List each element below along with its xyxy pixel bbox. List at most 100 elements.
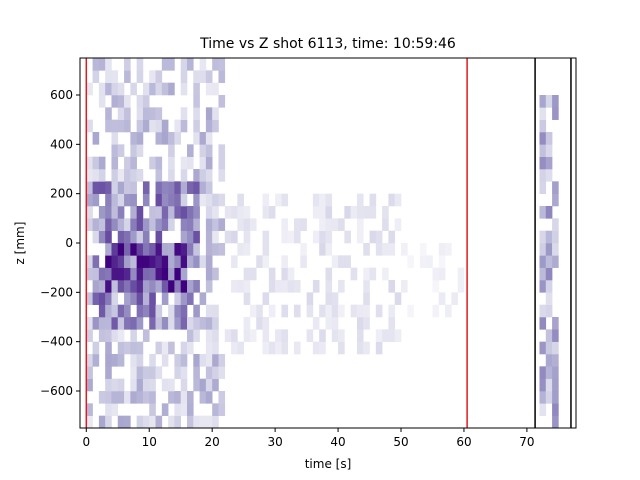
x-tick-label: 0: [82, 435, 90, 449]
heatmap-cell: [243, 206, 251, 219]
heatmap-cell: [130, 169, 137, 182]
heatmap-cell: [212, 341, 219, 355]
heatmap-cell: [174, 119, 182, 133]
heatmap-cell: [142, 95, 150, 108]
heatmap-cell: [205, 218, 213, 231]
heatmap-cell: [212, 415, 219, 429]
heatmap-cell: [98, 230, 106, 244]
heatmap-cell: [249, 329, 257, 342]
heatmap-cell: [199, 70, 207, 83]
heatmap-cell: [130, 230, 137, 244]
heatmap-cell: [161, 206, 169, 219]
heatmap-cell: [111, 95, 119, 108]
heatmap-cell: [545, 267, 553, 281]
heatmap-cell: [451, 292, 458, 305]
heatmap-cell: [155, 230, 163, 244]
heatmap-cell: [117, 378, 125, 392]
y-tick-label: 200: [50, 187, 73, 201]
heatmap-cell: [237, 243, 244, 256]
heatmap-cell: [86, 255, 93, 268]
x-tick-label: 40: [330, 435, 345, 449]
heatmap-cell: [180, 304, 188, 318]
heatmap-cell: [205, 243, 213, 256]
heatmap-cell: [312, 317, 320, 330]
heatmap-cell: [382, 243, 389, 256]
heatmap-cell: [149, 243, 156, 256]
heatmap-cell: [92, 132, 100, 145]
heatmap-cell: [111, 70, 119, 83]
heatmap-cell: [174, 255, 182, 268]
heatmap-cell: [205, 354, 213, 367]
heatmap-cell: [136, 378, 144, 392]
heatmap-cell: [294, 218, 301, 231]
heatmap-cell: [199, 181, 207, 194]
heatmap-cell: [552, 181, 559, 194]
heatmap-cell: [281, 329, 289, 342]
heatmap-cell: [438, 243, 446, 256]
heatmap-cell: [187, 255, 194, 268]
heatmap-cell: [117, 341, 125, 355]
heatmap-cell: [105, 304, 112, 318]
heatmap-cell: [174, 366, 182, 379]
heatmap-cell: [98, 317, 106, 330]
heatmap-cell: [124, 169, 131, 182]
heatmap-cell: [231, 280, 238, 293]
heatmap-cell: [212, 329, 219, 342]
heatmap-cell: [306, 304, 314, 318]
heatmap-cell: [105, 82, 112, 96]
heatmap-cell: [331, 292, 339, 305]
heatmap-cell: [205, 119, 213, 133]
heatmap-cell: [130, 243, 137, 256]
heatmap-cell: [86, 329, 93, 342]
heatmap-cell: [149, 206, 156, 219]
heatmap-cell: [363, 206, 370, 219]
heatmap-cell: [193, 366, 200, 379]
heatmap-cell: [149, 82, 156, 96]
heatmap-cell: [105, 193, 112, 207]
heatmap-cell: [187, 156, 194, 170]
heatmap-cell: [155, 415, 163, 429]
heatmap-cell: [199, 415, 207, 429]
heatmap-cell: [545, 391, 553, 404]
heatmap-cell: [92, 58, 100, 71]
heatmap-cell: [388, 280, 396, 293]
heatmap-cell: [193, 119, 200, 133]
heatmap-cell: [174, 403, 182, 416]
heatmap-cell: [117, 255, 125, 268]
x-axis-ticks: 0 10 20 30 40 50 60 70: [82, 428, 535, 449]
heatmap-cell: [212, 304, 219, 318]
heatmap-cell: [130, 366, 137, 379]
heatmap-cell: [161, 119, 169, 133]
heatmap-cell: [124, 280, 131, 293]
heatmap-cell: [174, 206, 182, 219]
heatmap-cell: [149, 403, 156, 416]
y-tick-label: 400: [50, 137, 73, 151]
heatmap-cell: [124, 107, 131, 120]
heatmap-cell: [205, 181, 213, 194]
heatmap-cell: [300, 255, 307, 268]
heatmap-cell: [199, 255, 207, 268]
heatmap-cell: [149, 317, 156, 330]
heatmap-cell: [168, 206, 175, 219]
heatmap-cell: [180, 218, 188, 231]
heatmap-cell: [382, 218, 389, 231]
heatmap-cell: [155, 366, 163, 379]
heatmap-cell: [300, 218, 307, 231]
heatmap-cell: [552, 329, 559, 342]
heatmap-cell: [149, 107, 156, 120]
heatmap-cell: [174, 243, 182, 256]
heatmap-cell: [199, 144, 207, 157]
heatmap-cell: [552, 366, 559, 379]
heatmap-cell: [262, 193, 270, 207]
heatmap-cell: [231, 341, 238, 355]
heatmap-cell: [545, 206, 553, 219]
y-axis-label: z [mm]: [13, 222, 27, 265]
heatmap-cell: [356, 329, 364, 342]
heatmap-cell: [237, 193, 244, 207]
heatmap-cell: [155, 280, 163, 293]
heatmap-cell: [149, 391, 156, 404]
heatmap-cell: [168, 218, 175, 231]
heatmap-cell: [545, 169, 553, 182]
heatmap-cell: [369, 193, 377, 207]
heatmap-cell: [212, 230, 219, 244]
